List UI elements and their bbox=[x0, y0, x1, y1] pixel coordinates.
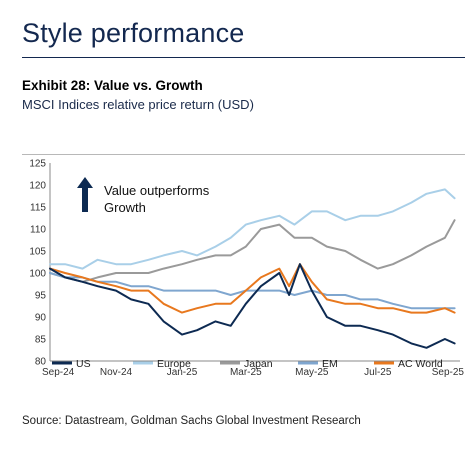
exhibit-subtitle: MSCI Indices relative price return (USD) bbox=[22, 97, 254, 112]
legend-label-ac-world: AC World bbox=[398, 358, 443, 370]
x-tick-label: Jul-25 bbox=[364, 367, 392, 378]
series-line-us bbox=[49, 263, 456, 349]
legend-label-europe: Europe bbox=[157, 358, 191, 370]
y-tick-label: 100 bbox=[29, 269, 46, 280]
y-tick-label: 105 bbox=[29, 247, 46, 258]
y-tick-label: 120 bbox=[29, 181, 46, 192]
line-chart: 80 85 90 95 100 105 110 115 120 125 Sep-24 Nov-24 Ja… bbox=[29, 159, 465, 379]
series-line-ac-world bbox=[49, 263, 456, 314]
x-tick-label: Nov-24 bbox=[100, 367, 133, 378]
legend-label-em: EM bbox=[322, 358, 338, 370]
x-tick-label: Mar-25 bbox=[230, 367, 262, 378]
y-tick-label: 80 bbox=[35, 357, 47, 368]
series-line-em bbox=[49, 272, 456, 310]
y-tick-label: 125 bbox=[29, 159, 46, 170]
title-divider bbox=[22, 57, 465, 58]
annotation-line-1: Value outperforms bbox=[104, 183, 210, 198]
annotation-line-2: Growth bbox=[104, 200, 146, 215]
x-tick-label: Sep-25 bbox=[432, 367, 465, 378]
series-line-japan bbox=[49, 219, 456, 283]
exhibit-title: Exhibit 28: Value vs. Growth bbox=[22, 78, 203, 93]
page-title: Style performance bbox=[22, 18, 245, 48]
legend-label-japan: Japan bbox=[244, 358, 273, 370]
y-tick-label: 110 bbox=[30, 225, 46, 236]
legend-label-us: US bbox=[76, 358, 91, 370]
x-tick-label: Jan-25 bbox=[167, 367, 198, 378]
source-note: Source: Datastream, Goldman Sachs Global… bbox=[22, 415, 361, 427]
y-tick-label: 85 bbox=[35, 335, 47, 346]
x-tick-label: May-25 bbox=[295, 367, 329, 378]
up-arrow-icon bbox=[77, 177, 93, 212]
chart-frame: 80 85 90 95 100 105 110 115 120 125 Sep-24 Nov-24 Ja… bbox=[22, 154, 465, 385]
y-tick-label: 90 bbox=[35, 313, 47, 324]
series-line-europe bbox=[49, 188, 456, 270]
y-tick-label: 95 bbox=[35, 291, 47, 302]
y-tick-label: 115 bbox=[30, 203, 46, 214]
x-tick-label: Sep-24 bbox=[42, 367, 75, 378]
